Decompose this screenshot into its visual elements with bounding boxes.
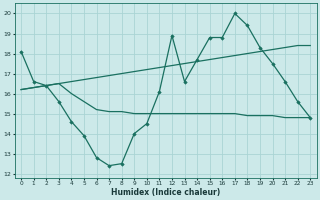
X-axis label: Humidex (Indice chaleur): Humidex (Indice chaleur) (111, 188, 220, 197)
